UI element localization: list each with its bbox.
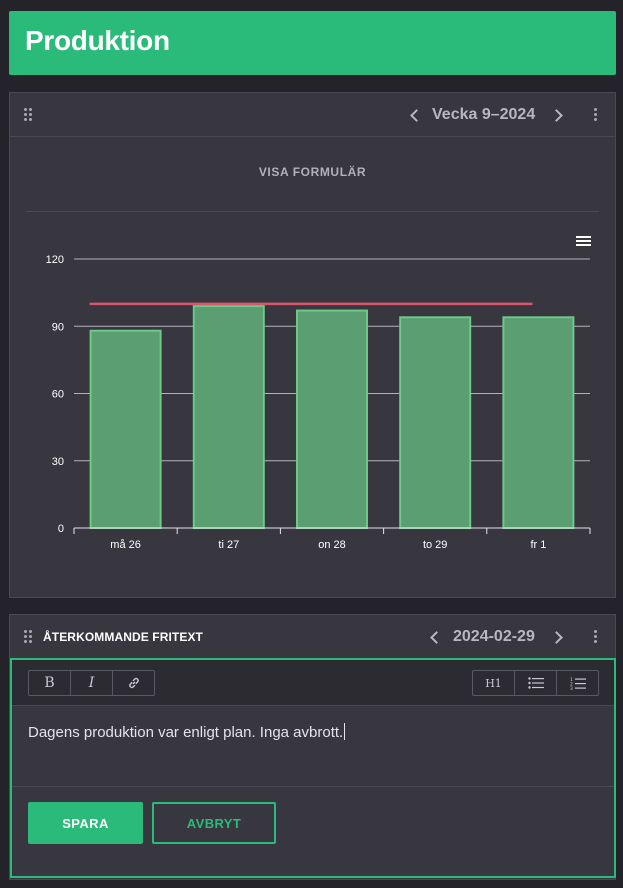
divider — [26, 211, 599, 212]
y-tick-label: 0 — [58, 523, 64, 535]
hamburger-menu-icon[interactable] — [576, 236, 591, 247]
page-header: Produktion — [9, 11, 616, 75]
freetext-card-header: ÅTERKOMMANDE FRITEXT 2024-02-29 — [10, 615, 615, 659]
freetext-title: ÅTERKOMMANDE FRITEXT — [43, 630, 203, 644]
bar — [502, 316, 575, 529]
x-tick-label: fr 1 — [530, 539, 546, 551]
italic-button[interactable]: I — [71, 671, 113, 695]
bullet-list-icon — [527, 677, 544, 689]
text-caret — [344, 723, 346, 740]
bar — [399, 316, 472, 529]
cancel-button[interactable]: AVBRYT — [152, 802, 276, 844]
bullet-list-button[interactable] — [515, 671, 557, 695]
more-options-icon[interactable] — [594, 108, 598, 122]
editor-text: Dagens produktion var enligt plan. Inga … — [28, 724, 344, 741]
editor-content[interactable]: Dagens produktion var enligt plan. Inga … — [28, 723, 346, 741]
bar — [89, 329, 162, 529]
link-icon — [128, 677, 139, 689]
x-tick-label: må 26 — [110, 539, 141, 551]
x-tick-label: to 29 — [423, 539, 447, 551]
chevron-left-icon[interactable] — [427, 630, 441, 644]
svg-text:3: 3 — [570, 686, 573, 690]
week-label: Vecka 9–2024 — [432, 106, 536, 123]
more-options-icon[interactable] — [594, 630, 598, 644]
chevron-right-icon[interactable] — [551, 630, 565, 644]
drag-handle-icon[interactable] — [24, 630, 34, 644]
link-button[interactable] — [113, 671, 154, 695]
production-card-header: Vecka 9–2024 — [10, 93, 615, 137]
format-button-group: B I — [28, 670, 155, 696]
svg-text:2: 2 — [570, 681, 573, 687]
numbered-list-button[interactable]: 1 2 3 — [557, 671, 598, 695]
y-tick-label: 120 — [46, 254, 64, 266]
x-tick-label: ti 27 — [218, 539, 239, 551]
heading-button[interactable]: H1 — [473, 671, 515, 695]
x-tick-label: on 28 — [318, 539, 346, 551]
bar — [296, 309, 368, 529]
divider — [12, 786, 614, 787]
bar — [192, 305, 265, 529]
y-tick-label: 30 — [52, 456, 64, 468]
block-button-group: H1 1 2 3 — [472, 670, 599, 696]
numbered-list-icon: 1 2 3 — [570, 677, 586, 690]
drag-handle-icon[interactable] — [24, 108, 34, 122]
y-tick-label: 90 — [52, 321, 64, 333]
bold-button[interactable]: B — [29, 671, 71, 695]
show-form-link[interactable]: VISA FORMULÄR — [258, 165, 367, 179]
save-button[interactable]: SPARA — [28, 802, 143, 844]
date-label: 2024-02-29 — [453, 628, 535, 645]
rich-text-editor: B I H1 1 2 — [10, 658, 616, 878]
svg-text:1: 1 — [570, 677, 573, 683]
y-tick-label: 60 — [52, 389, 64, 401]
page-title: Produktion — [25, 25, 170, 56]
editor-toolbar: B I H1 1 2 — [12, 660, 614, 706]
production-bar-chart: 0 30 60 90 120 må 26 ti 27 on 28 to 29 fr 1 — [46, 254, 591, 551]
production-card: Vecka 9–2024 VISA FORMULÄR 0 30 60 90 120 må … — [9, 92, 616, 598]
